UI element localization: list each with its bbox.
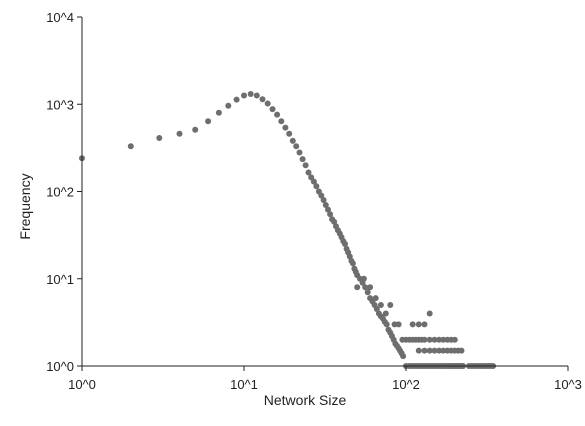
data-point: [451, 336, 458, 343]
data-point: [426, 336, 433, 343]
data-point: [426, 347, 433, 354]
data-point: [320, 197, 327, 203]
data-point: [362, 284, 369, 291]
y-tick-label: 10^0: [46, 359, 74, 374]
data-point: [354, 284, 361, 291]
data-point: [299, 156, 306, 163]
data-point: [415, 321, 422, 328]
data-point: [259, 96, 266, 103]
data-point: [176, 130, 183, 137]
data-point: [286, 130, 293, 137]
data-point: [302, 162, 309, 169]
data-point: [431, 336, 438, 343]
data-point: [436, 336, 443, 343]
data-point: [313, 183, 320, 190]
data-point: [458, 347, 465, 354]
y-tick-label: 10^1: [46, 272, 74, 287]
data-point: [436, 347, 443, 354]
data-point: [310, 178, 317, 185]
data-point: [264, 100, 271, 107]
data-point: [382, 310, 389, 317]
y-tick-label: 10^2: [46, 185, 74, 200]
data-point: [322, 202, 329, 208]
data-point: [387, 302, 394, 308]
x-tick-label: 10^1: [230, 377, 258, 392]
data-point: [364, 289, 371, 296]
data-point: [289, 137, 296, 144]
data-point: [409, 321, 416, 328]
data-point: [225, 102, 232, 109]
data-point: [293, 143, 300, 150]
data-point: [383, 321, 390, 328]
data-point: [318, 192, 325, 199]
x-tick-label: 10^2: [392, 377, 420, 392]
data-point: [360, 275, 367, 282]
data-point: [373, 306, 380, 312]
data-point: [241, 92, 247, 99]
data-point: [421, 347, 428, 354]
data-point: [305, 169, 312, 176]
x-tick-label: 10^3: [554, 377, 582, 392]
data-point: [372, 295, 379, 302]
y-tick-label: 10^3: [46, 97, 74, 112]
data-point: [349, 260, 356, 267]
data-point: [156, 135, 163, 141]
data-point: [342, 241, 348, 247]
y-axis-ticks: 10^0 10^1 10^2 10^3 10^4: [46, 10, 82, 374]
data-point: [421, 321, 428, 328]
data-point: [377, 302, 384, 308]
data-point: [367, 284, 374, 291]
data-point: [421, 336, 428, 343]
data-points: [79, 91, 497, 369]
data-point: [327, 211, 334, 218]
data-point: [325, 206, 331, 213]
data-point: [192, 126, 199, 133]
data-point: [440, 336, 447, 343]
y-tick-label: 10^4: [46, 10, 74, 25]
data-point: [282, 124, 289, 131]
data-point: [127, 143, 134, 150]
x-axis-title: Network Size: [264, 392, 347, 408]
data-point: [431, 347, 438, 354]
data-point: [395, 321, 402, 328]
x-tick-label: 10^0: [68, 377, 96, 392]
data-point: [247, 91, 254, 97]
data-point: [440, 347, 447, 354]
x-axis-ticks: 10^0 10^1 10^2 10^3: [68, 366, 582, 392]
y-axis-title: Frequency: [17, 173, 33, 239]
data-point: [274, 111, 281, 118]
data-point: [215, 109, 222, 116]
data-point: [426, 310, 433, 317]
data-point: [269, 106, 276, 113]
data-point: [415, 347, 422, 354]
data-point: [400, 353, 407, 360]
data-point: [253, 92, 260, 99]
data-point: [296, 149, 303, 156]
data-point: [278, 118, 285, 125]
data-point: [205, 118, 212, 125]
data-point: [233, 96, 240, 103]
